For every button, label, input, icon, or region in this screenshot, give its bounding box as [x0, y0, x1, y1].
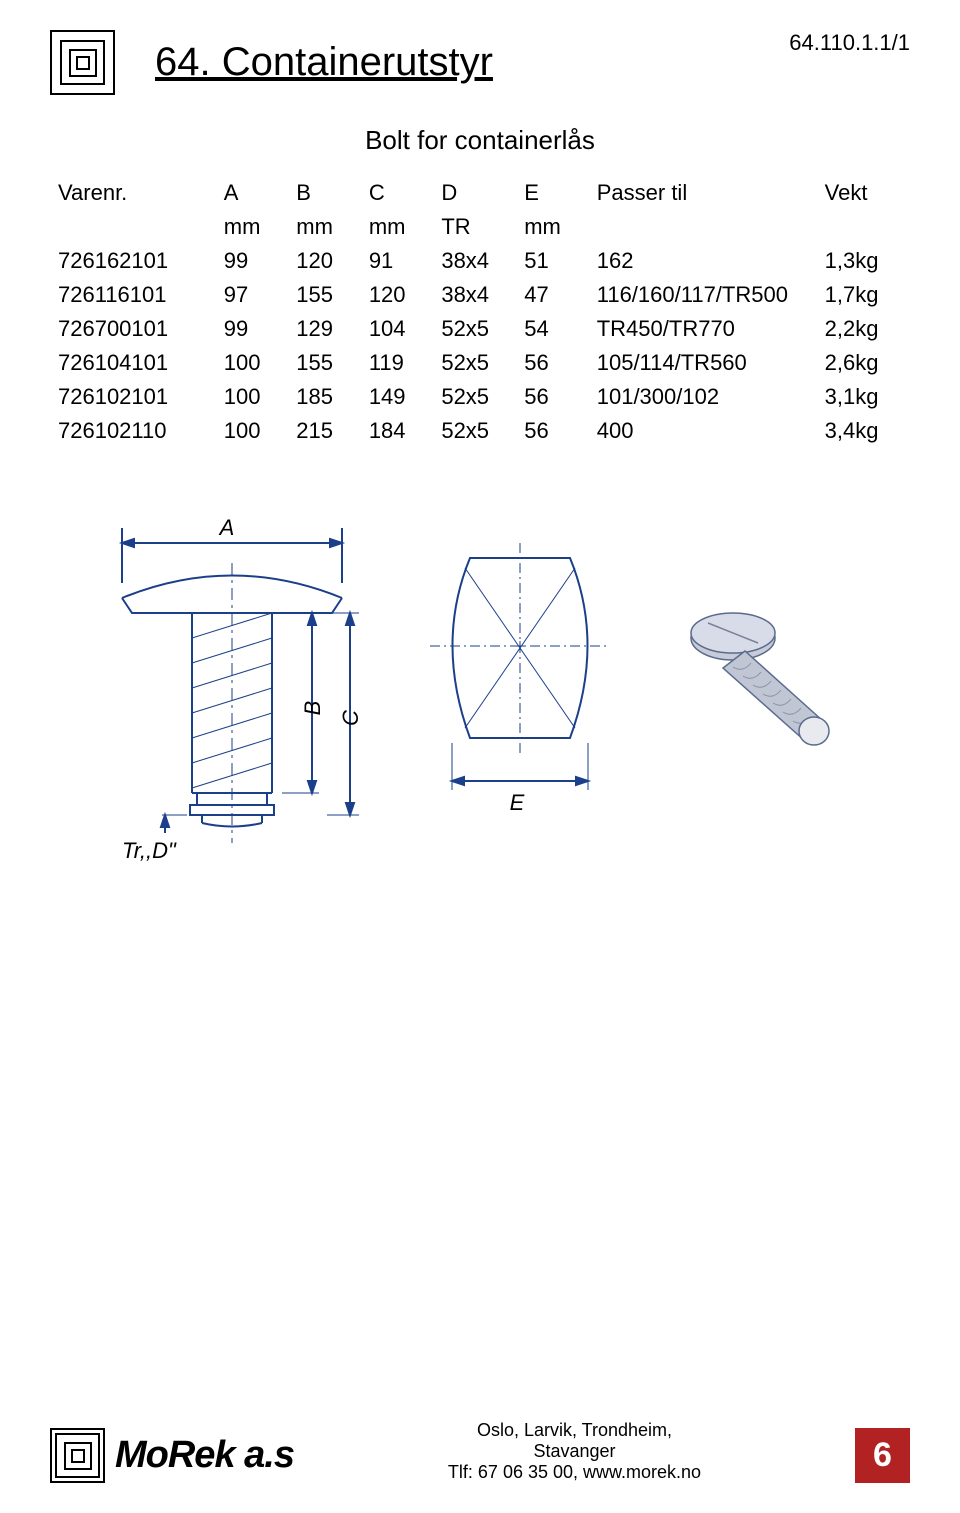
page-title: 64. Containerutstyr — [155, 40, 493, 85]
table-cell: 38x4 — [433, 244, 516, 278]
brand-name: MoRek a.s — [115, 1434, 294, 1477]
table-unit-cell: mm — [288, 210, 361, 244]
table-cell: 726700101 — [50, 312, 216, 346]
page-footer: MoRek a.s Oslo, Larvik, Trondheim, Stava… — [50, 1420, 910, 1483]
svg-text:E: E — [510, 790, 525, 815]
table-cell: 56 — [516, 346, 589, 380]
table-row: 726162101991209138x4511621,3kg — [50, 244, 910, 278]
table-cell: 155 — [288, 346, 361, 380]
table-header-cell: Vekt — [817, 176, 910, 210]
table-cell: 54 — [516, 312, 589, 346]
table-cell: 120 — [361, 278, 434, 312]
table-cell: 162 — [589, 244, 817, 278]
table-cell: 101/300/102 — [589, 380, 817, 414]
table-unit-cell — [817, 210, 910, 244]
table-unit-cell: mm — [516, 210, 589, 244]
footer-contact: Oslo, Larvik, Trondheim, Stavanger Tlf: … — [294, 1420, 855, 1483]
page-subtitle: Bolt for containerlås — [50, 125, 910, 156]
table-cell: 726104101 — [50, 346, 216, 380]
table-row: 7261161019715512038x447116/160/117/TR500… — [50, 278, 910, 312]
table-cell: 99 — [216, 244, 289, 278]
table-header-cell: C — [361, 176, 434, 210]
table-cell: 3,4kg — [817, 414, 910, 448]
table-cell: 56 — [516, 414, 589, 448]
table-cell: 1,3kg — [817, 244, 910, 278]
table-cell: 52x5 — [433, 346, 516, 380]
table-header-cell: B — [288, 176, 361, 210]
table-cell: 52x5 — [433, 380, 516, 414]
header-logo — [50, 30, 115, 95]
table-cell: 119 — [361, 346, 434, 380]
table-cell: 52x5 — [433, 312, 516, 346]
table-unit-cell: mm — [361, 210, 434, 244]
table-cell: 47 — [516, 278, 589, 312]
table-cell: 100 — [216, 346, 289, 380]
table-cell: 91 — [361, 244, 434, 278]
table-units-row: mmmmmmTRmm — [50, 210, 910, 244]
table-cell: 100 — [216, 414, 289, 448]
table-cell: 129 — [288, 312, 361, 346]
table-cell: 2,2kg — [817, 312, 910, 346]
table-cell: 100 — [216, 380, 289, 414]
footer-logo: MoRek a.s — [50, 1428, 294, 1483]
bolt-side-view: A — [87, 508, 377, 868]
page-number: 6 — [855, 1428, 910, 1483]
table-cell: 185 — [288, 380, 361, 414]
table-cell: 726116101 — [50, 278, 216, 312]
table-cell: 120 — [288, 244, 361, 278]
table-cell: 1,7kg — [817, 278, 910, 312]
table-cell: 104 — [361, 312, 434, 346]
table-cell: 400 — [589, 414, 817, 448]
table-row: 72610210110018514952x556101/300/1023,1kg — [50, 380, 910, 414]
table-header-row: Varenr.ABCDEPasser tilVekt — [50, 176, 910, 210]
table-unit-cell — [50, 210, 216, 244]
table-cell: 726162101 — [50, 244, 216, 278]
svg-text:C: C — [338, 710, 363, 726]
table-cell: 215 — [288, 414, 361, 448]
table-unit-cell — [589, 210, 817, 244]
bolt-3d-view — [673, 593, 873, 783]
table-cell: 38x4 — [433, 278, 516, 312]
table-cell: 3,1kg — [817, 380, 910, 414]
table-cell: 99 — [216, 312, 289, 346]
table-row: 7267001019912910452x554TR450/TR7702,2kg — [50, 312, 910, 346]
table-header-cell: A — [216, 176, 289, 210]
table-cell: 97 — [216, 278, 289, 312]
table-header-cell: D — [433, 176, 516, 210]
page-reference: 64.110.1.1/1 — [789, 30, 910, 56]
table-cell: 51 — [516, 244, 589, 278]
table-cell: TR450/TR770 — [589, 312, 817, 346]
svg-text:B: B — [300, 701, 325, 716]
table-row: 72610211010021518452x5564003,4kg — [50, 414, 910, 448]
table-cell: 56 — [516, 380, 589, 414]
table-header-cell: E — [516, 176, 589, 210]
technical-diagrams: A — [50, 508, 910, 868]
table-cell: 149 — [361, 380, 434, 414]
table-cell: 116/160/117/TR500 — [589, 278, 817, 312]
bolt-top-view: E — [410, 528, 640, 848]
table-cell: 184 — [361, 414, 434, 448]
table-unit-cell: TR — [433, 210, 516, 244]
bolt-spec-table: Varenr.ABCDEPasser tilVekt mmmmmmTRmm 72… — [50, 176, 910, 448]
table-cell: 155 — [288, 278, 361, 312]
table-cell: 2,6kg — [817, 346, 910, 380]
svg-text:A: A — [217, 515, 234, 540]
table-header-cell: Passer til — [589, 176, 817, 210]
table-cell: 52x5 — [433, 414, 516, 448]
table-header-cell: Varenr. — [50, 176, 216, 210]
table-unit-cell: mm — [216, 210, 289, 244]
svg-text:Tr,,D": Tr,,D" — [122, 838, 177, 863]
table-row: 72610410110015511952x556105/114/TR5602,6… — [50, 346, 910, 380]
table-cell: 726102110 — [50, 414, 216, 448]
table-cell: 105/114/TR560 — [589, 346, 817, 380]
table-cell: 726102101 — [50, 380, 216, 414]
